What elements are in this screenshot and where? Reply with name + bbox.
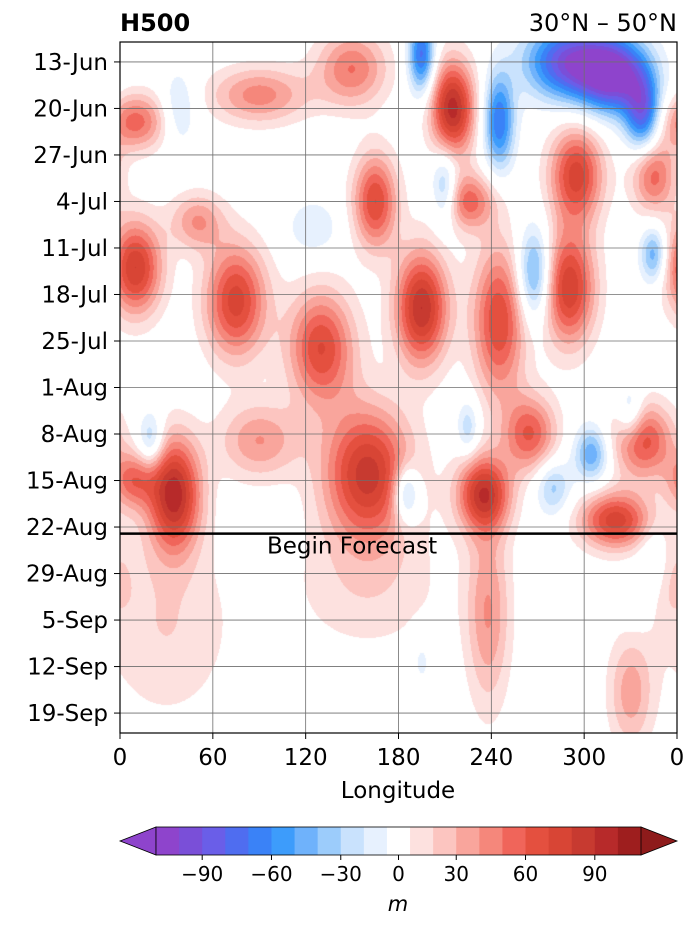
colorbar-tick-label-5: 60 <box>513 862 538 886</box>
colorbar-segment-9 <box>363 827 388 855</box>
x-tick-label-0: 0 <box>113 745 128 771</box>
colorbar-segment-11 <box>410 827 434 855</box>
colorbar-tick-label-1: −60 <box>250 862 292 886</box>
x-tick-label-5: 300 <box>562 745 606 771</box>
y-tick-label-14: 19-Sep <box>27 701 108 727</box>
y-tick-label-2: 27-Jun <box>33 143 108 169</box>
x-axis-label: Longitude <box>341 778 455 804</box>
chart-title: H500 <box>120 9 190 37</box>
x-tick-label-4: 240 <box>469 745 513 771</box>
x-tick-label-1: 60 <box>198 745 227 771</box>
colorbar-tick-label-0: −90 <box>181 862 223 886</box>
y-tick-label-9: 15-Aug <box>26 469 108 495</box>
colorbar-tick-label-6: 90 <box>582 862 607 886</box>
colorbar-label: m <box>388 892 408 916</box>
x-tick-label-3: 180 <box>377 745 421 771</box>
plot-area: Begin Forecast <box>120 42 677 733</box>
x-tick-label-2: 120 <box>284 745 328 771</box>
y-tick-label-1: 20-Jun <box>33 96 108 122</box>
begin-forecast-label: Begin Forecast <box>267 534 437 560</box>
colorbar-segment-18 <box>571 827 596 855</box>
colorbar-tick-label-2: −30 <box>320 862 362 886</box>
y-tick-label-11: 29-Aug <box>26 562 108 588</box>
colorbar-segment-13 <box>456 827 480 855</box>
colorbar-extend-low <box>118 826 157 856</box>
colorbar-segment-2 <box>202 827 226 855</box>
y-axis: 13-Jun 20-Jun 27-Jun 4-Jul 11-Jul 18-Jul 25-Ju… <box>26 50 120 727</box>
y-tick-label-13: 12-Sep <box>27 655 108 681</box>
grid-lines <box>120 42 677 733</box>
x-tick-label-6: 0 <box>670 745 685 771</box>
y-tick-label-4: 11-Jul <box>41 236 108 262</box>
x-axis: 0 60 120 180 240 300 0 <box>113 733 685 771</box>
colorbar-segment-3 <box>225 827 249 855</box>
colorbar-tick-label-4: 30 <box>444 862 469 886</box>
chart-subtitle: 30°N – 50°N <box>529 9 677 37</box>
colorbar-segment-4 <box>248 827 272 855</box>
colorbar-tick-label-3: 0 <box>392 862 405 886</box>
colorbar-segment-5 <box>271 827 296 855</box>
colorbar-segment-19 <box>594 827 619 855</box>
colorbar-segment-15 <box>502 827 527 855</box>
colorbar-segment-16 <box>525 827 550 855</box>
y-tick-label-3: 4-Jul <box>56 189 108 215</box>
colorbar-segment-20 <box>617 827 642 855</box>
colorbar-extend-high <box>640 826 679 856</box>
y-tick-label-7: 1-Aug <box>41 376 108 402</box>
y-tick-label-5: 18-Jul <box>41 282 108 308</box>
colorbar-segment-10 <box>386 827 411 855</box>
colorbar-segment-12 <box>433 827 457 855</box>
colorbar: −90 −60 −30 0 30 60 90 <box>118 826 679 886</box>
y-tick-label-10: 22-Aug <box>26 515 108 541</box>
colorbar-segment-8 <box>340 827 365 855</box>
colorbar-segment-14 <box>479 827 503 855</box>
y-tick-label-8: 8-Aug <box>41 422 108 448</box>
colorbar-segment-7 <box>317 827 342 855</box>
colorbar-segment-0 <box>156 827 180 855</box>
colorbar-segment-1 <box>179 827 203 855</box>
y-tick-label-6: 25-Jul <box>41 329 108 355</box>
colorbar-segment-17 <box>548 827 573 855</box>
y-tick-label-12: 5-Sep <box>42 608 108 634</box>
y-tick-label-0: 13-Jun <box>33 50 108 76</box>
colorbar-segment-6 <box>294 827 319 855</box>
